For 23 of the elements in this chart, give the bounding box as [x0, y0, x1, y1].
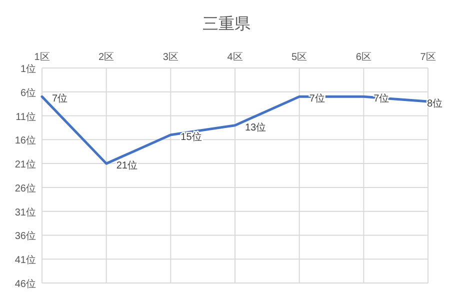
y-tick-label: 6位 [20, 86, 36, 99]
y-tick-label: 46位 [14, 278, 36, 290]
y-tick-label: 1位 [20, 63, 36, 75]
x-tick-label: 7区 [420, 52, 436, 63]
data-label: 13位 [245, 121, 266, 134]
y-tick-label: 11位 [16, 110, 36, 123]
data-label: 21位 [116, 160, 138, 172]
x-tick-label: 3区 [162, 52, 178, 63]
y-tick-label: 36位 [14, 230, 36, 242]
x-tick-label: 2区 [98, 52, 114, 63]
x-tick-label: 4区 [227, 52, 243, 63]
x-tick-label: 1区 [34, 52, 50, 63]
chart-title: 三重県 [202, 15, 250, 33]
y-tick-label: 16位 [14, 134, 36, 147]
data-label: 8位 [427, 97, 443, 110]
x-tick-label: 5区 [292, 52, 308, 63]
x-tick-label: 6区 [356, 52, 372, 63]
y-tick-label: 21位 [14, 158, 36, 171]
data-label: 15位 [180, 130, 202, 143]
y-tick-label: 41位 [14, 254, 36, 266]
y-tick-label: 26位 [14, 182, 36, 194]
data-label: 7位 [52, 92, 68, 105]
y-tick-label: 31位 [14, 206, 36, 218]
